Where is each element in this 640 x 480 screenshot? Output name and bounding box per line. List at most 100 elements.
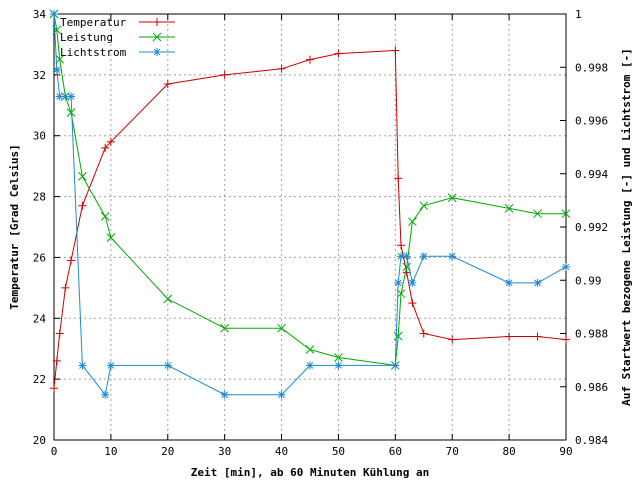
x-tick-label: 40 (275, 445, 288, 458)
legend-label: Leistung (60, 31, 113, 44)
marker-stroke (409, 279, 416, 287)
data-point (448, 335, 457, 344)
marker-stroke (408, 217, 417, 227)
data-point (562, 335, 570, 344)
data-point (447, 193, 457, 203)
data-point (533, 278, 542, 287)
legend-label: Temperatur (60, 16, 127, 29)
y2-tick-label: 0.984 (575, 434, 608, 447)
marker-stroke (220, 323, 230, 333)
y2-tick-label: 0.988 (575, 328, 608, 341)
marker-stroke (55, 54, 65, 64)
marker-stroke (533, 209, 542, 219)
y2-tick-label: 0.998 (575, 61, 608, 74)
data-point (52, 65, 61, 74)
data-point (277, 390, 286, 399)
marker-stroke (62, 93, 69, 100)
series-line (53, 49, 567, 389)
data-point (306, 361, 314, 370)
marker-stroke (561, 209, 571, 219)
legend-label: Lichtstrom (60, 46, 127, 59)
data-point (561, 209, 571, 219)
data-point (393, 331, 403, 341)
marker-stroke (52, 25, 62, 35)
marker-stroke (397, 252, 405, 260)
y-tick-label: 22 (33, 373, 46, 386)
marker-stroke (50, 10, 58, 18)
y2-tick-label: 1 (575, 8, 582, 21)
marker-stroke (419, 201, 429, 211)
data-point (305, 345, 315, 354)
legend: Temperatur Leistung Lichtstrom (60, 16, 175, 59)
data-point (67, 256, 76, 265)
data-point (533, 209, 542, 219)
data-point (408, 217, 417, 227)
marker-stroke (153, 48, 161, 56)
marker-stroke (306, 362, 314, 369)
data-point (220, 390, 229, 399)
y-tick-label: 34 (33, 8, 47, 21)
data-point (448, 252, 457, 261)
data-point (391, 46, 400, 55)
x-tick-label: 10 (104, 445, 117, 458)
data-point (391, 361, 400, 370)
data-point (220, 70, 229, 79)
marker-stroke (335, 362, 342, 369)
marker-stroke (53, 66, 61, 74)
data-point (163, 361, 172, 370)
marker-stroke (447, 193, 457, 203)
y-tick-label: 28 (33, 191, 46, 204)
data-point (220, 323, 230, 333)
data-point (408, 299, 417, 308)
x-tick-label: 30 (218, 445, 231, 458)
data-point (397, 241, 406, 250)
data-point (101, 143, 110, 152)
y-axis-title: Temperatur [Grad Celsius] (8, 144, 21, 310)
marker-stroke (391, 362, 399, 369)
marker-stroke (394, 279, 402, 287)
marker-stroke (100, 211, 110, 221)
marker-stroke (396, 289, 406, 298)
marker-stroke (334, 353, 343, 362)
legend-marker (152, 32, 162, 42)
x-tick-label: 0 (51, 445, 58, 458)
data-point (394, 278, 403, 287)
x-axis-title: Zeit [min], ab 60 Minuten Kühlung an (191, 466, 429, 479)
x-tick-label: 50 (332, 445, 345, 458)
data-point (419, 329, 428, 338)
marker-stroke (66, 108, 76, 117)
marker-stroke (56, 93, 64, 100)
data-point (334, 49, 343, 58)
data-point (163, 294, 173, 304)
marker-stroke (164, 362, 172, 369)
data-point (106, 233, 116, 243)
data-point (78, 361, 87, 370)
data-point (55, 329, 64, 338)
legend-marker (153, 18, 161, 26)
data-point (106, 361, 115, 370)
legend-entry: Temperatur (60, 16, 175, 29)
marker-stroke (79, 362, 86, 369)
y-tick-label: 26 (33, 251, 46, 264)
data-point (106, 137, 115, 146)
series-layer (49, 9, 571, 399)
data-point (78, 172, 87, 181)
data-point (334, 361, 343, 370)
data-point (394, 174, 403, 183)
marker-stroke (305, 345, 315, 354)
grid (54, 14, 566, 440)
x-tick-label: 70 (446, 445, 459, 458)
x-tick-label: 60 (389, 445, 402, 458)
y2-axis-title: Auf Startwert bezogene Leistung [-] und … (620, 48, 633, 406)
data-point (55, 54, 65, 64)
data-point (52, 356, 61, 365)
marker-stroke (278, 391, 285, 399)
y2-tick-label: 0.996 (575, 115, 608, 128)
marker-stroke (152, 32, 162, 42)
x-tick-label: 80 (502, 445, 515, 458)
y2-tick-label: 0.992 (575, 221, 608, 234)
data-point (562, 262, 570, 271)
data-point (334, 353, 343, 362)
